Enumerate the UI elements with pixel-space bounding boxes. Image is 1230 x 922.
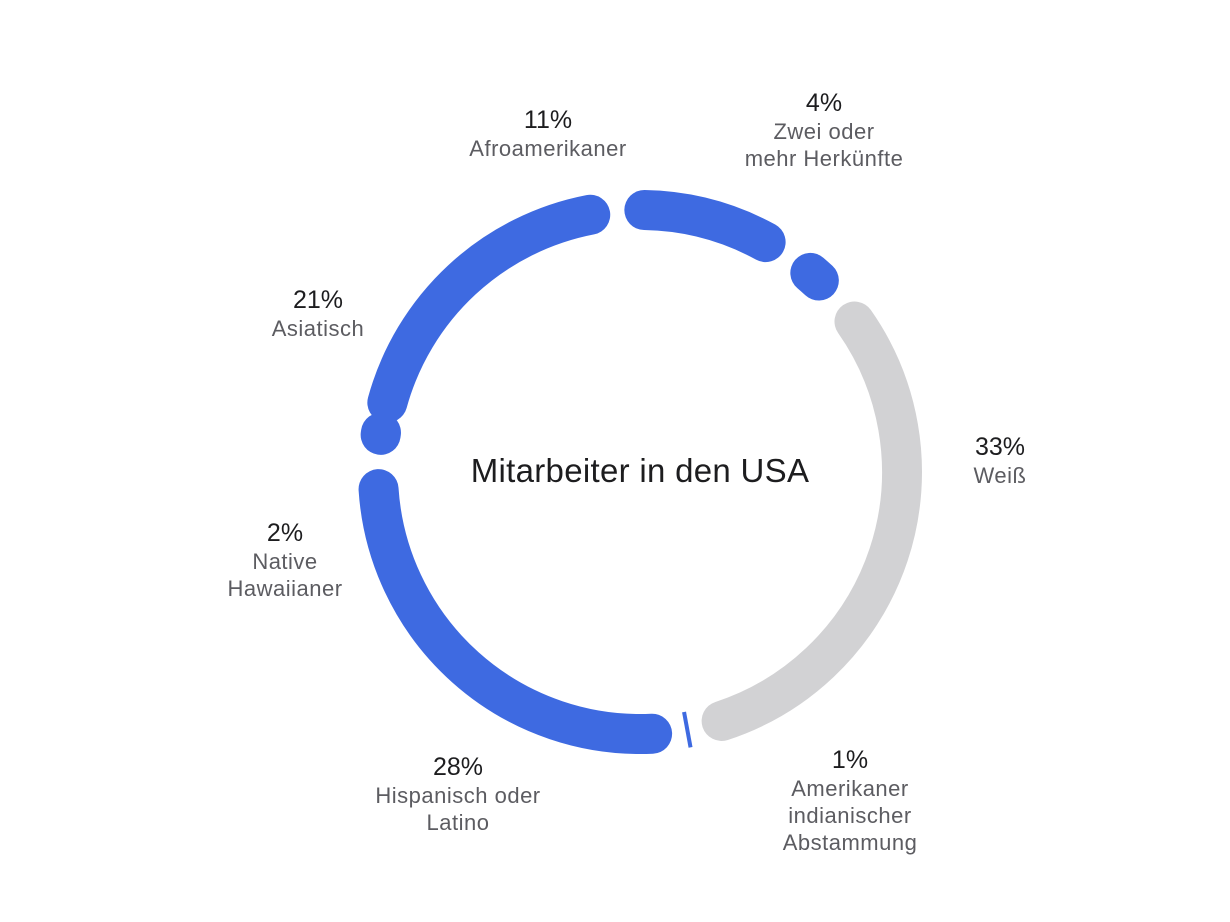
slice-arc-2 <box>358 469 673 754</box>
slice-label-1: 1% Amerikaner indianischer Abstammung <box>783 745 918 856</box>
slice-label-6: 4% Zwei oder mehr Herkünfte <box>745 88 904 172</box>
slice-name: Hawaiianer <box>227 576 343 601</box>
slice-name: Zwei oder <box>773 119 875 144</box>
slice-label-4: 21% Asiatisch <box>272 285 365 342</box>
slice-percent: 4% <box>805 89 843 117</box>
slice-name: Latino <box>426 810 490 835</box>
slice-name: Hispanisch oder <box>375 783 541 808</box>
chart-title: Mitarbeiter in den USA <box>470 452 810 489</box>
slice-arc-6 <box>790 252 839 301</box>
slice-percent: 11% <box>523 106 573 134</box>
slice-arc-5 <box>624 190 786 263</box>
slice-name: mehr Herkünfte <box>744 146 904 171</box>
slice-name: indianischer <box>788 803 912 828</box>
slice-name: Abstammung <box>782 830 918 855</box>
slice-name: Native <box>252 549 318 574</box>
slice-name: Amerikaner <box>791 776 909 801</box>
slice-percent: 33% <box>974 433 1026 461</box>
slice-percent: 2% <box>266 519 304 547</box>
slice-arc-4 <box>367 194 611 423</box>
slice-label-3: 2% Native Hawaiianer <box>227 518 342 602</box>
slice-name: Asiatisch <box>271 316 365 341</box>
slice-arc-0 <box>701 301 922 741</box>
slice-percent: 1% <box>831 746 869 774</box>
slice-percent: 28% <box>432 753 484 781</box>
slice-name: Afroamerikaner <box>469 136 627 161</box>
slice-name: Weiß <box>973 463 1027 488</box>
slice-label-5: 11% Afroamerikaner <box>469 105 626 162</box>
slice-percent: 21% <box>292 286 344 314</box>
slice-label-2: 28% Hispanisch oder Latino <box>375 752 540 836</box>
slice-arc-1 <box>682 711 693 748</box>
slice-label-0: 33% Weiß <box>974 432 1027 489</box>
